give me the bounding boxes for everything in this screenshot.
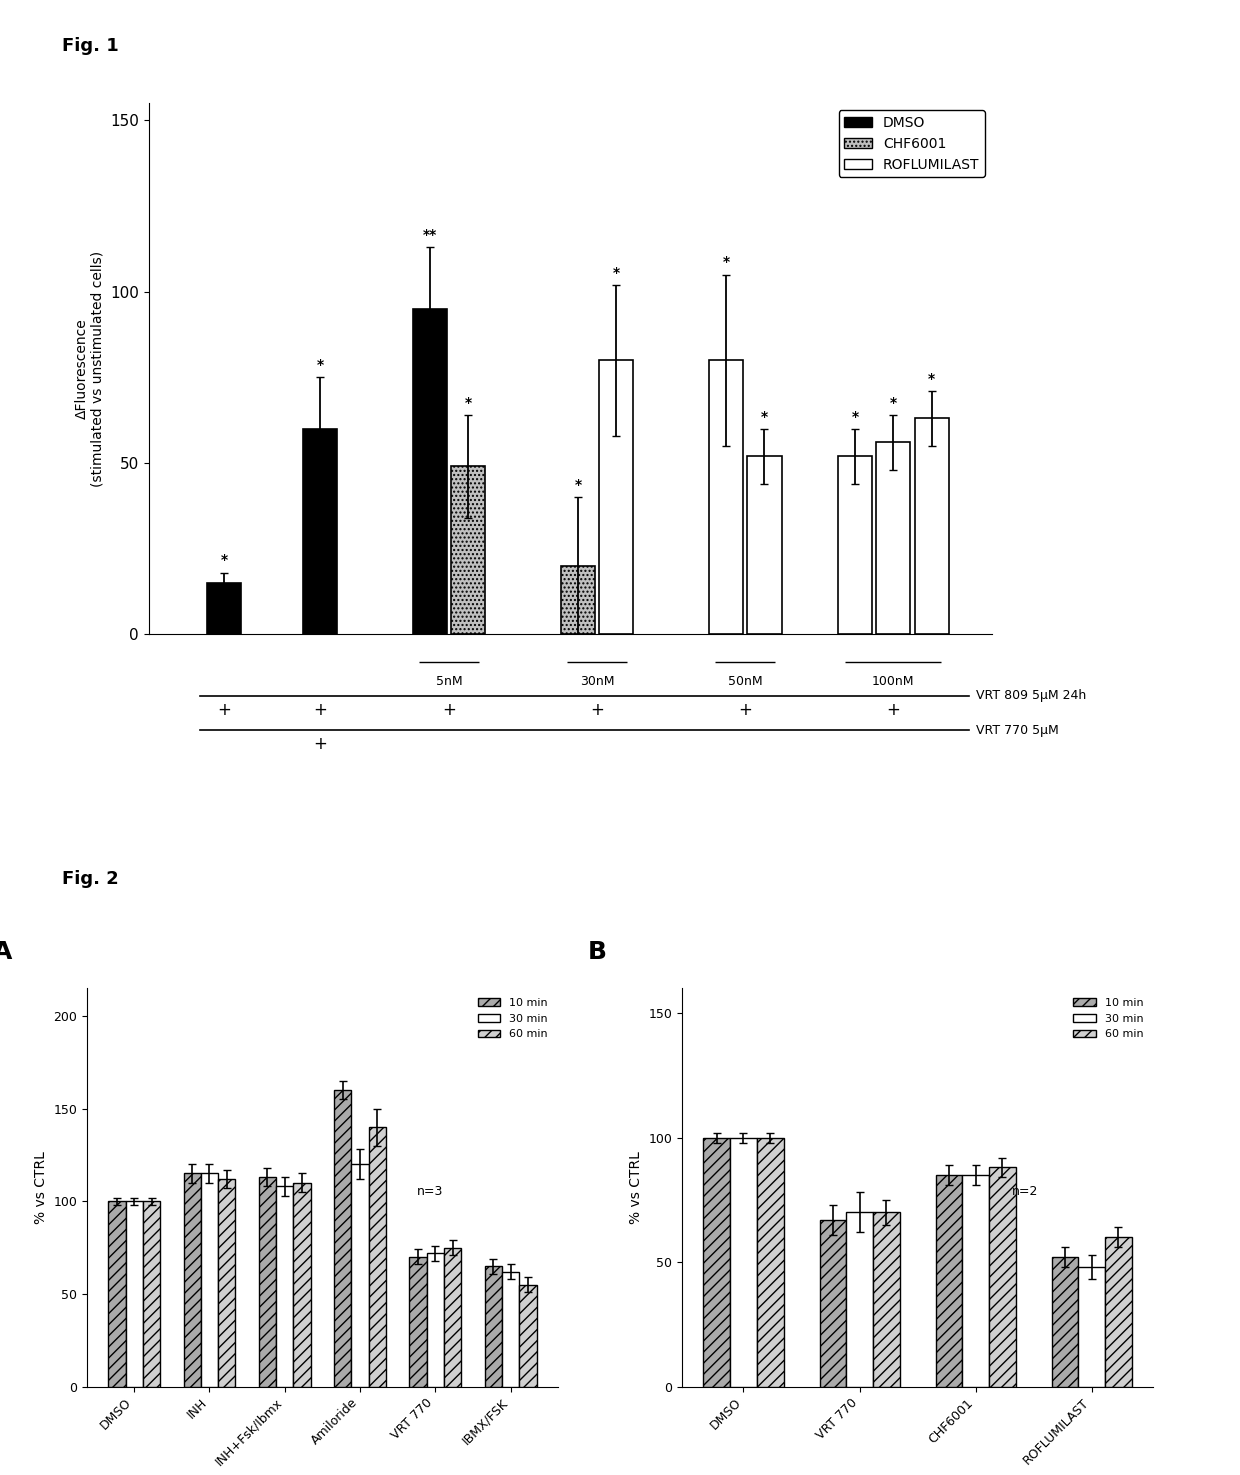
Text: *: * xyxy=(761,410,768,423)
Bar xyxy=(207,583,242,634)
Bar xyxy=(303,429,337,634)
Bar xyxy=(873,1212,899,1386)
Bar xyxy=(409,1257,427,1386)
Bar xyxy=(413,308,446,634)
Bar xyxy=(838,456,872,634)
Bar xyxy=(294,1183,311,1386)
Bar xyxy=(962,1176,990,1386)
Bar xyxy=(368,1127,386,1386)
Text: +: + xyxy=(314,735,327,752)
Text: *: * xyxy=(613,266,620,280)
Bar xyxy=(351,1164,368,1386)
Bar xyxy=(427,1254,444,1386)
Bar xyxy=(502,1271,520,1386)
Text: A: A xyxy=(0,941,12,965)
Bar xyxy=(703,1137,730,1386)
Bar xyxy=(451,466,485,634)
Text: +: + xyxy=(887,701,900,718)
Text: VRT 770 5μM: VRT 770 5μM xyxy=(976,724,1058,736)
Text: Fig. 2: Fig. 2 xyxy=(62,870,119,888)
Bar xyxy=(520,1285,537,1386)
Text: 50nM: 50nM xyxy=(728,676,763,689)
Bar xyxy=(877,442,910,634)
Bar xyxy=(936,1176,962,1386)
Bar xyxy=(125,1201,143,1386)
Text: +: + xyxy=(314,701,327,718)
Bar xyxy=(334,1090,351,1386)
Bar xyxy=(748,456,781,634)
Y-axis label: ΔFluorescence
(stimulated vs unstimulated cells): ΔFluorescence (stimulated vs unstimulate… xyxy=(74,251,104,487)
Text: +: + xyxy=(590,701,604,718)
Bar xyxy=(756,1137,784,1386)
Bar xyxy=(143,1201,160,1386)
Text: VRT 809 5μM 24h: VRT 809 5μM 24h xyxy=(976,689,1086,702)
Text: *: * xyxy=(465,395,471,410)
Bar xyxy=(277,1186,294,1386)
Bar xyxy=(218,1179,236,1386)
Text: **: ** xyxy=(423,229,436,242)
Text: +: + xyxy=(738,701,753,718)
Bar xyxy=(184,1174,201,1386)
Text: n=2: n=2 xyxy=(1012,1186,1038,1198)
Text: 5nM: 5nM xyxy=(435,676,463,689)
Bar xyxy=(1105,1238,1132,1386)
Text: 30nM: 30nM xyxy=(580,676,614,689)
Bar xyxy=(846,1212,873,1386)
Text: *: * xyxy=(928,372,935,386)
Bar xyxy=(485,1266,502,1386)
Bar xyxy=(915,419,949,634)
Text: +: + xyxy=(443,701,456,718)
Bar xyxy=(108,1201,125,1386)
Text: n=3: n=3 xyxy=(417,1186,443,1198)
Text: *: * xyxy=(221,553,228,568)
Legend: 10 min, 30 min, 60 min: 10 min, 30 min, 60 min xyxy=(1069,994,1148,1044)
Bar xyxy=(1079,1267,1105,1386)
Text: *: * xyxy=(852,410,858,423)
Legend: DMSO, CHF6001, ROFLUMILAST: DMSO, CHF6001, ROFLUMILAST xyxy=(838,111,985,177)
Text: Fig. 1: Fig. 1 xyxy=(62,37,119,55)
Bar xyxy=(444,1248,461,1386)
Y-axis label: % vs CTRL: % vs CTRL xyxy=(33,1150,47,1224)
Text: *: * xyxy=(723,255,729,270)
Bar xyxy=(599,360,634,634)
Bar xyxy=(730,1137,756,1386)
Bar xyxy=(201,1174,218,1386)
Text: B: B xyxy=(588,941,606,965)
Text: +: + xyxy=(217,701,231,718)
Bar xyxy=(709,360,743,634)
Legend: 10 min, 30 min, 60 min: 10 min, 30 min, 60 min xyxy=(474,994,553,1044)
Text: *: * xyxy=(574,478,582,493)
Text: *: * xyxy=(316,358,324,372)
Bar xyxy=(560,566,595,634)
Bar xyxy=(820,1220,846,1386)
Bar xyxy=(259,1177,277,1386)
Bar xyxy=(1052,1257,1079,1386)
Bar xyxy=(990,1168,1016,1386)
Text: *: * xyxy=(890,395,897,410)
Y-axis label: % vs CTRL: % vs CTRL xyxy=(629,1150,642,1224)
Text: 100nM: 100nM xyxy=(872,676,915,689)
